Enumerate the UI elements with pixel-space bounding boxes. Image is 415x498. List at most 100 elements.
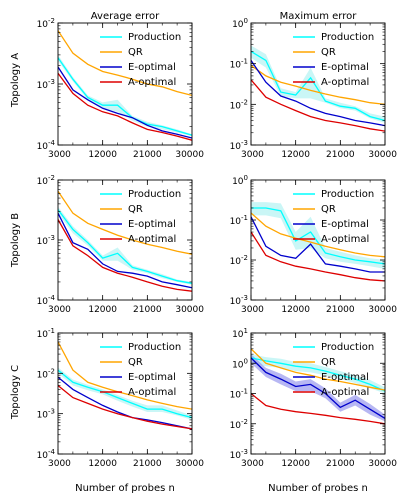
legend-label-qr: QR [321,357,336,368]
x-tick-label: 3000 [48,459,71,469]
legend-label-qr: QR [321,204,336,215]
y-tick-label: 10-3 [230,448,248,461]
x-tick-label: 30000 [175,305,204,315]
x-tick-label: 21000 [326,459,355,469]
y-tick-label: 10-4 [37,294,56,307]
plot-frame [250,179,386,301]
x-tick-label: 21000 [133,305,162,315]
legend-label-production: Production [128,189,181,200]
plot-area [251,202,385,282]
legend-label-qr: QR [128,204,143,215]
x-tick-label: 12000 [281,150,310,160]
x-tick-label: 21000 [133,150,162,160]
x-tick-label: 12000 [88,305,117,315]
y-tick-label: 10-2 [37,17,55,30]
legend-label-qr: QR [321,47,336,58]
legend-label-e-optimal: E-optimal [128,372,176,383]
x-tick-label: 21000 [326,150,355,160]
x-tick-label: 30000 [368,459,397,469]
plot-area [58,30,192,141]
x-tick-label: 3000 [241,305,264,315]
legend: Production QR E-optimal A-optimal [293,189,374,245]
y-tick-label: 10-3 [37,234,55,247]
series-line-a-optimal [58,72,192,141]
series-line-e-optimal [251,357,385,419]
y-tick-label: 10-3 [37,78,55,91]
x-tick-label: 30000 [368,305,397,315]
y-tick-label: 10-2 [37,367,55,380]
panel-0: 10-4 10-3 10-2 3000 12000 21000 30000 Productio… [37,17,205,160]
series-line-e-optimal [251,216,385,273]
x-tick-label: 3000 [241,459,264,469]
series-line-qr [58,190,192,255]
legend-label-production: Production [321,342,374,353]
legend-label-production: Production [321,189,374,200]
series-line-e-optimal [58,212,192,289]
panel-5: 10-3 10-2 10-1 100 101 3000 12000 21000 30000 Pro… [230,327,398,469]
y-tick-label: 10-3 [230,139,248,152]
legend: Production QR E-optimal A-optimal [100,189,181,245]
band-e-optimal [251,354,385,422]
series-line-a-optimal [251,79,385,132]
legend-label-a-optimal: A-optimal [321,387,369,398]
legend-label-a-optimal: A-optimal [128,77,176,88]
panel-1: 10-3 10-2 10-1 100 3000 12000 21000 30000 Produc… [230,17,398,160]
band-production [251,45,385,123]
row-label-topology-a: Topology A [10,53,21,108]
x-tick-label: 21000 [133,459,162,469]
y-tick-label: 10-3 [37,408,55,421]
row-label-topology-b: Topology B [10,213,21,268]
series-line-qr [251,212,385,258]
legend-label-e-optimal: E-optimal [128,62,176,73]
panels: 10-4 10-3 10-2 3000 12000 21000 30000 Productio… [37,17,398,469]
panel-4: 10-4 10-3 10-2 10-1 3000 12000 21000 30000 Produ… [37,327,205,469]
column-title-maximum: Maximum error [280,11,358,22]
plot-area [251,348,385,425]
legend: Production QR E-optimal A-optimal [293,342,374,398]
y-tick-label: 10-2 [230,418,248,431]
y-tick-label: 10-1 [37,327,55,340]
legend-label-production: Production [321,32,374,43]
x-tick-label: 12000 [88,150,117,160]
legend-label-qr: QR [128,47,143,58]
series-line-qr [251,64,385,105]
series-line-qr [58,341,192,410]
legend-label-a-optimal: A-optimal [128,234,176,245]
row-label-topology-c: Topology C [10,365,21,420]
legend-label-e-optimal: E-optimal [321,372,369,383]
legend: Production QR E-optimal A-optimal [100,342,181,398]
legend-label-e-optimal: E-optimal [321,62,369,73]
plot-area [58,190,192,292]
x-tick-label: 3000 [48,305,71,315]
y-tick-label: 10-1 [230,214,248,227]
band-production [58,367,192,420]
x-tick-label: 30000 [175,459,204,469]
series-line-e-optimal [58,376,192,430]
xlabel-right: Number of probes n [268,483,368,494]
series-line-qr [58,30,192,97]
series-line-production [251,357,385,392]
y-tick-label: 10-2 [37,174,55,187]
y-tick-label: 100 [232,357,248,370]
y-tick-label: 100 [232,174,248,187]
y-tick-label: 10-2 [230,254,248,267]
plot-area [58,341,192,430]
y-tick-label: 10-4 [37,139,56,152]
x-tick-label: 30000 [368,150,397,160]
series-line-production [58,57,192,136]
legend-label-qr: QR [128,357,143,368]
panel-3: 10-3 10-2 10-1 100 3000 12000 21000 30000 Produc… [230,174,398,315]
legend: Production QR E-optimal A-optimal [293,32,374,88]
legend-label-a-optimal: A-optimal [321,234,369,245]
plot-frame [250,22,386,146]
legend-label-e-optimal: E-optimal [321,219,369,230]
x-tick-label: 3000 [241,150,264,160]
series-line-production [251,207,385,265]
band-production [58,54,192,137]
legend: Production QR E-optimal A-optimal [100,32,181,88]
series-line-a-optimal [58,384,192,430]
plot-frame [57,332,193,455]
y-tick-label: 10-3 [230,294,248,307]
series-line-qr [251,348,385,391]
legend-label-e-optimal: E-optimal [128,219,176,230]
